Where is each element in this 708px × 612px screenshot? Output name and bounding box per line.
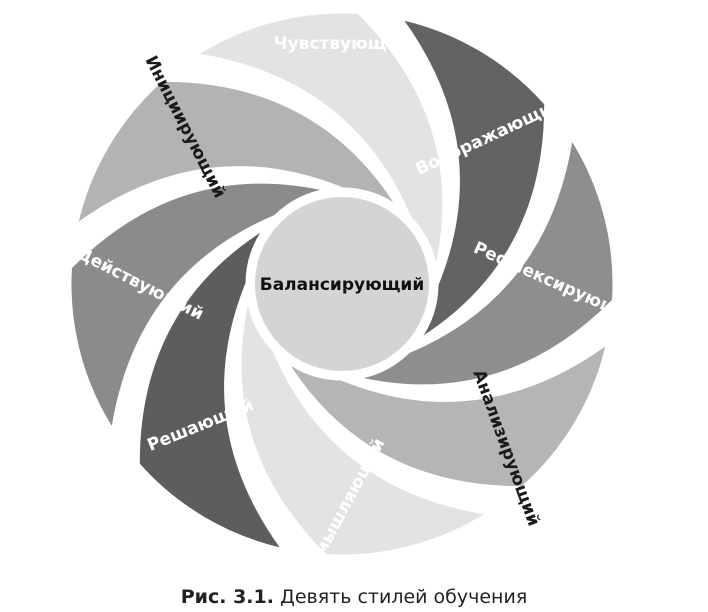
caption-text: Девять стилей обучения	[280, 586, 528, 608]
segment-label: Чувствующий	[274, 34, 411, 54]
center-label: Балансирующий	[260, 275, 424, 295]
figure-caption: Рис. 3.1. Девять стилей обучения	[0, 586, 708, 608]
wheel-segment	[397, 16, 548, 342]
wheel-segment	[68, 180, 329, 435]
wheel-segment	[284, 339, 610, 490]
wheel-segment	[136, 226, 287, 552]
caption-number: Рис. 3.1.	[180, 586, 274, 608]
center-circle	[255, 197, 429, 371]
wheel-segments	[68, 10, 616, 558]
learning-styles-wheel: ЧувствующийВоображающийРефлексирующийАна…	[68, 10, 616, 558]
wheel-segment	[74, 78, 400, 229]
wheel-segment	[355, 133, 616, 388]
wheel-segment	[238, 297, 493, 558]
wheel-segment	[191, 10, 446, 271]
